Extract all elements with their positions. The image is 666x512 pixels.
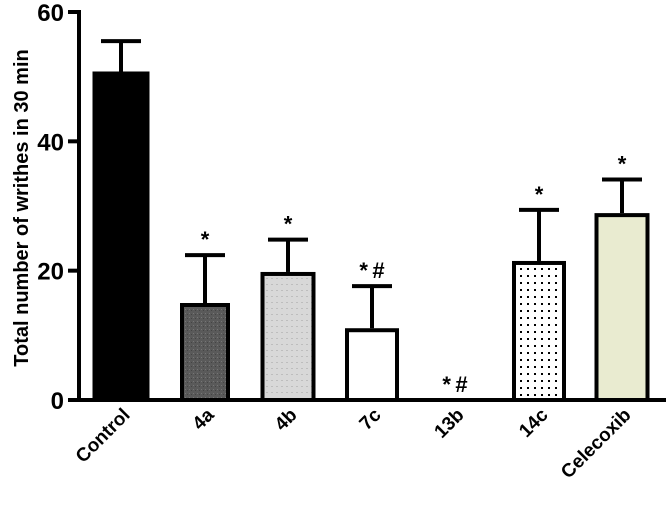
significance-marker: * xyxy=(284,212,293,237)
bar-14c: * xyxy=(512,182,566,403)
y-tick-label: 40 xyxy=(37,129,64,156)
x-tick-label: Celecoxib xyxy=(557,405,635,483)
y-axis-ticks: 0 20 40 60 xyxy=(37,0,79,415)
significance-marker: * # xyxy=(442,372,467,397)
bar-rect xyxy=(260,271,316,402)
bar-rect xyxy=(180,303,230,402)
bar-control xyxy=(92,39,150,402)
x-tick-label: 4a xyxy=(189,404,219,434)
y-axis-label: Total number of writhes in 30 min xyxy=(11,49,33,366)
y-tick-label: 0 xyxy=(51,388,64,415)
bar-rect xyxy=(512,260,566,403)
bar-rect xyxy=(594,213,650,402)
bar-rect xyxy=(92,71,150,402)
y-tick-label: 60 xyxy=(37,0,64,27)
x-tick-label: 4b xyxy=(271,405,302,436)
bar-rect xyxy=(345,328,399,402)
x-tick-label: 7c xyxy=(356,404,386,434)
significance-marker: * xyxy=(535,182,544,207)
y-tick-label: 20 xyxy=(37,259,64,286)
significance-marker: * xyxy=(201,227,210,252)
x-tick-label: 13b xyxy=(431,405,469,443)
x-axis-labels: Control 4a 4b 7c 13b 14c Celecoxib xyxy=(72,404,636,483)
bar-celecoxib: * xyxy=(594,151,650,402)
bar-13b: * # xyxy=(442,372,467,397)
significance-marker: * xyxy=(618,151,627,176)
bar-4a: * xyxy=(180,227,230,402)
bar-7c: * # xyxy=(345,258,399,402)
significance-marker: * # xyxy=(359,258,384,283)
bar-4b: * xyxy=(260,212,316,402)
x-tick-label: 14c xyxy=(515,404,553,442)
x-tick-label: Control xyxy=(72,405,135,468)
bars: * * * # * # * * xyxy=(92,39,650,403)
